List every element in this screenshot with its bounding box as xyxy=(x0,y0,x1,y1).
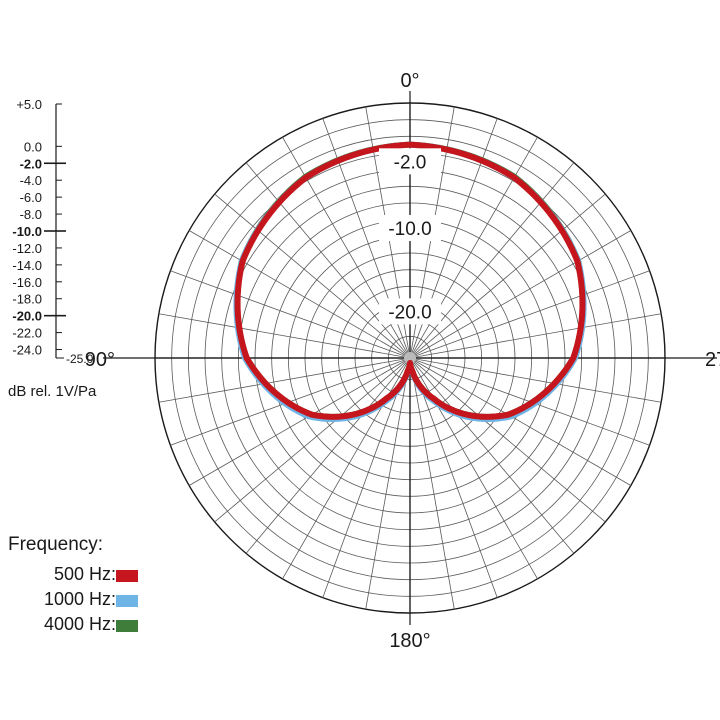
angle-labels: 0° 90° 180° 270° xyxy=(85,70,720,652)
legend-item-1000hz: 1000 Hz: xyxy=(8,589,138,613)
grid-spoke xyxy=(322,362,409,598)
ring-labels: -2.0 -10.0 -20.0 xyxy=(379,148,441,325)
grid-spoke xyxy=(412,361,575,554)
grid-spoke xyxy=(188,360,406,486)
scale-tick-label: -6.0 xyxy=(20,190,42,205)
ring-label: -20.0 xyxy=(388,302,431,323)
db-scale: +5.0 0.0 -2.0 -4.0 -6.0 -8.0 -10.0 -12.0 -14.0 -1… xyxy=(8,97,97,400)
scale-tick-label: -10.0 xyxy=(12,224,42,239)
grid-spoke xyxy=(214,193,407,356)
angle-label: 180° xyxy=(389,630,430,652)
grid-spoke xyxy=(413,360,606,523)
grid-spoke xyxy=(414,230,632,356)
scale-tick-label: -24.0 xyxy=(12,343,42,358)
grid-spoke xyxy=(414,270,650,357)
series-line-0 xyxy=(234,141,586,420)
legend-item-4000hz: 4000 Hz: xyxy=(8,614,138,638)
scale-tick-label: -2.0 xyxy=(20,156,42,171)
grid-spoke xyxy=(170,270,406,357)
scale-tick-label: -12.0 xyxy=(12,241,42,256)
scale-tick-label: -22.0 xyxy=(12,326,42,341)
ring-label: -10.0 xyxy=(388,219,431,240)
grid-spoke xyxy=(410,362,455,610)
angle-label: 0° xyxy=(400,70,419,92)
scale-tick-label: -16.0 xyxy=(12,275,42,290)
legend-swatch xyxy=(116,595,138,607)
scale-tick-label: -8.0 xyxy=(20,207,42,222)
scale-tick-label: 0.0 xyxy=(24,139,42,154)
legend-label: 1000 Hz: xyxy=(43,589,116,609)
legend-item-500hz: 500 Hz: xyxy=(8,564,138,588)
legend-swatch xyxy=(116,570,138,582)
grid-spoke xyxy=(158,313,406,358)
scale-tick-label: -18.0 xyxy=(12,292,42,307)
ring-label-bg xyxy=(379,148,441,175)
scale-tick-label: -4.0 xyxy=(20,173,42,188)
legend: Frequency: 500 Hz: 1000 Hz: 4000 Hz: xyxy=(8,534,208,644)
legend-label: 4000 Hz: xyxy=(43,614,116,634)
angle-label: 90° xyxy=(85,349,115,371)
scale-tick-label: +5.0 xyxy=(16,97,42,112)
grid-spoke xyxy=(414,360,632,486)
scale-unit-label: dB rel. 1V/Pa xyxy=(8,383,97,400)
grid-spoke xyxy=(158,358,406,403)
grid-spoke xyxy=(188,230,406,356)
ring-label: -2.0 xyxy=(394,152,427,173)
grid-spoke xyxy=(365,362,410,610)
grid-spoke xyxy=(214,360,407,523)
legend-title: Frequency: xyxy=(8,534,104,555)
scale-tick-label: -14.0 xyxy=(12,258,42,273)
ring-label-bg xyxy=(379,215,441,241)
center-dot xyxy=(404,352,416,364)
polar-curves xyxy=(233,141,587,423)
scale-tick-label: -25.0 xyxy=(66,352,94,366)
legend-swatch xyxy=(116,620,138,632)
grid-spoke xyxy=(245,361,408,554)
scale-tick-label: -20.0 xyxy=(12,309,42,324)
grid-spoke xyxy=(414,313,662,358)
angle-label: 270° xyxy=(705,349,720,371)
grid-spoke xyxy=(413,193,606,356)
grid-spoke xyxy=(414,358,662,403)
ring-label-bg xyxy=(379,298,441,325)
grid-spoke xyxy=(411,362,498,598)
legend-label: 500 Hz: xyxy=(53,564,116,584)
